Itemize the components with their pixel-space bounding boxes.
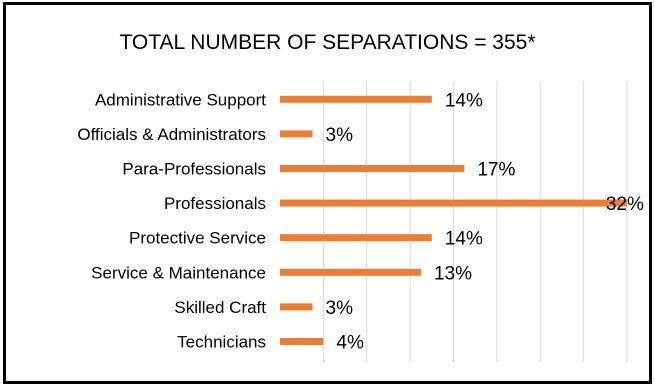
value-label: 17% bbox=[477, 160, 515, 181]
bar bbox=[280, 95, 432, 103]
bar bbox=[280, 268, 421, 276]
bar bbox=[280, 199, 627, 207]
value-label: 32% bbox=[606, 194, 644, 215]
category-label: Skilled Craft bbox=[174, 298, 266, 317]
bar bbox=[280, 165, 465, 172]
category-label: Administrative Support bbox=[95, 90, 266, 109]
value-labels: 14% 3% 17% 32% 14% 13% 3% 4% bbox=[326, 90, 644, 353]
gridlines bbox=[322, 81, 628, 362]
category-label: Service & Maintenance bbox=[91, 263, 266, 282]
category-label: Technicians bbox=[177, 333, 266, 352]
bars bbox=[280, 95, 627, 345]
bar bbox=[280, 234, 432, 242]
value-label: 14% bbox=[445, 90, 483, 111]
value-label: 3% bbox=[326, 298, 354, 319]
category-label: Para-Professionals bbox=[122, 160, 266, 179]
value-label: 14% bbox=[445, 229, 483, 250]
bar bbox=[280, 130, 313, 138]
chart-title: TOTAL NUMBER OF SEPARATIONS = 355* bbox=[119, 31, 536, 54]
category-label: Officials & Administrators bbox=[77, 125, 266, 144]
category-labels: Administrative Support Officials & Admini… bbox=[77, 90, 266, 351]
bar bbox=[280, 303, 313, 311]
category-label: Professionals bbox=[164, 194, 266, 213]
value-label: 3% bbox=[326, 125, 354, 146]
value-label: 13% bbox=[434, 263, 472, 284]
bar bbox=[280, 338, 324, 345]
category-label: Protective Service bbox=[129, 229, 266, 248]
value-label: 4% bbox=[336, 333, 364, 354]
chart-frame: TOTAL NUMBER OF SEPARATIONS = 355* bbox=[3, 2, 652, 384]
